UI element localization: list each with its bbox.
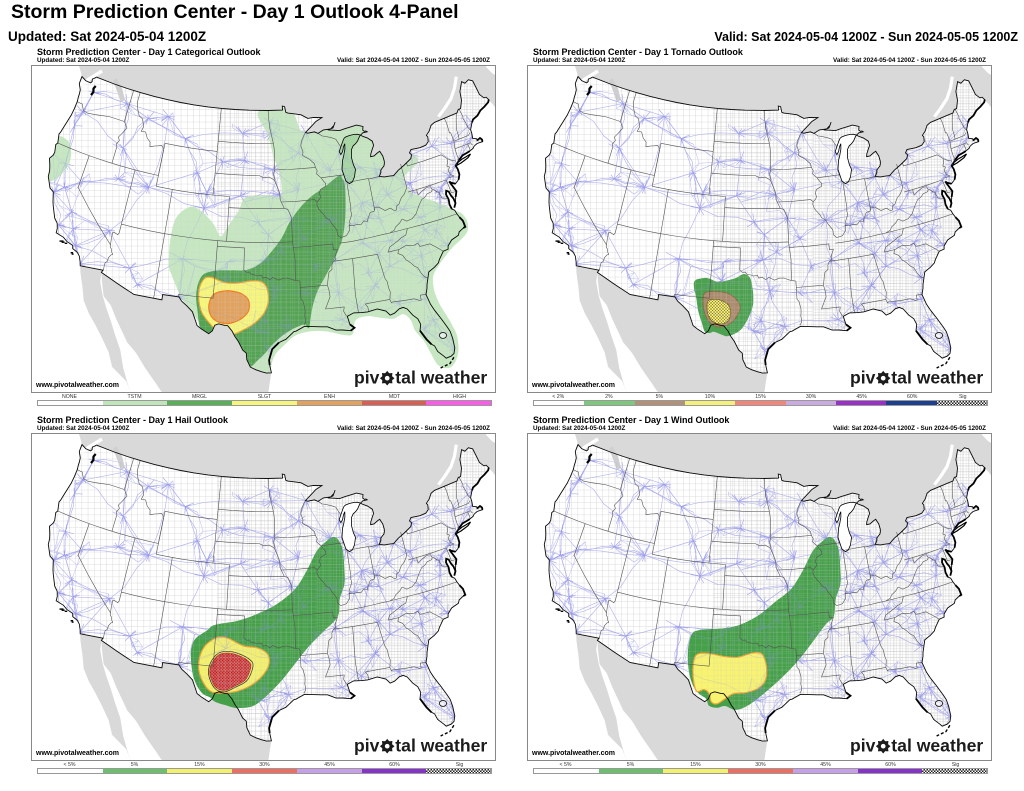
svg-text:piv: piv (354, 368, 380, 388)
svg-text:piv: piv (354, 736, 380, 756)
svg-text:tal weather: tal weather (891, 736, 983, 756)
svg-text:piv: piv (850, 736, 876, 756)
svg-text:tal weather: tal weather (395, 736, 487, 756)
svg-text:piv: piv (850, 368, 876, 388)
svg-text:tal weather: tal weather (891, 368, 983, 388)
svg-text:tal weather: tal weather (395, 368, 487, 388)
